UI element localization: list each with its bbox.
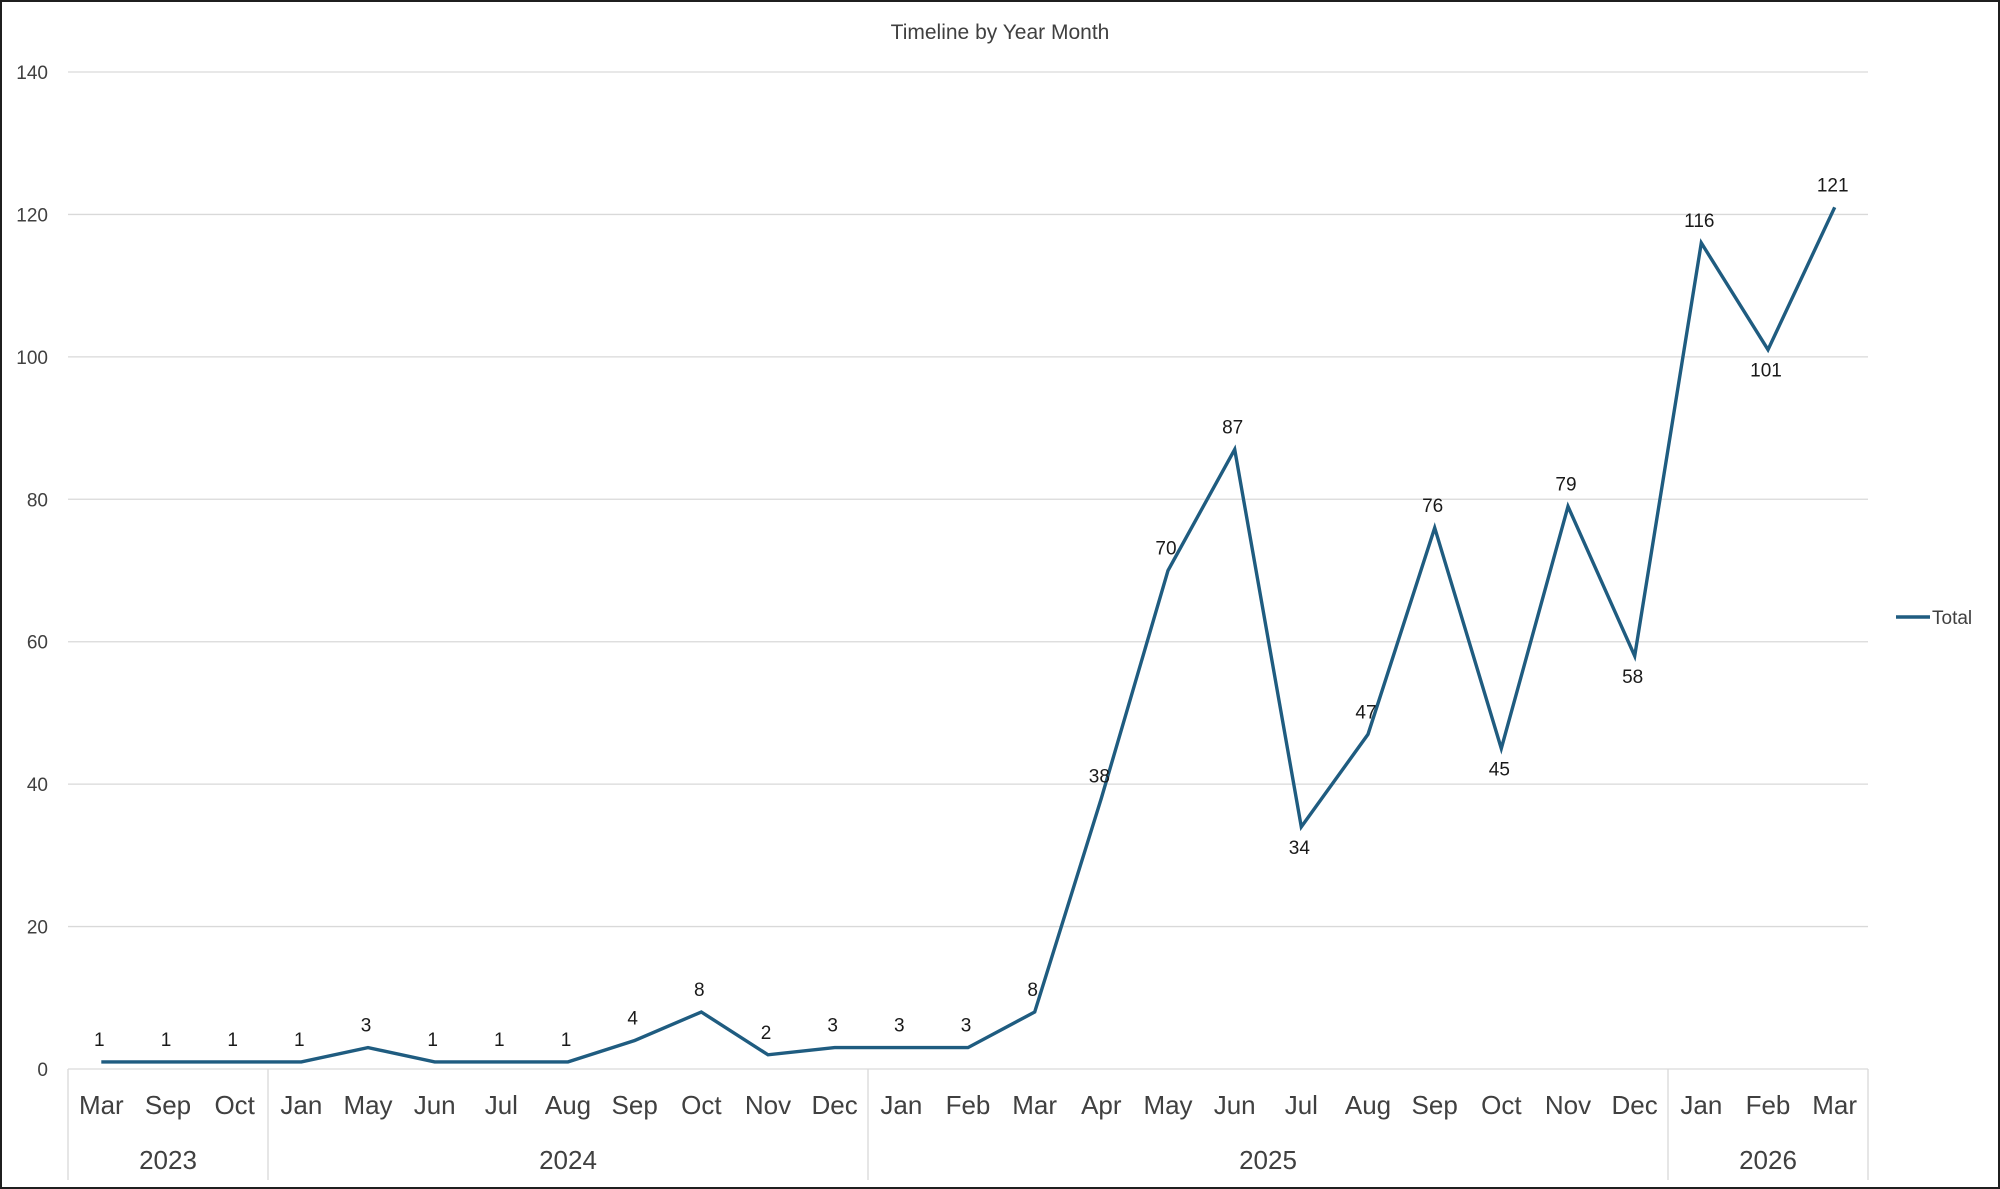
chart-title: Timeline by Year Month xyxy=(891,21,1110,44)
data-label: 3 xyxy=(827,1016,838,1037)
gridlines xyxy=(68,71,1868,1070)
data-label: 1 xyxy=(427,1030,438,1051)
x-tick-label: Jan xyxy=(880,1090,922,1120)
x-tick-label: Sep xyxy=(612,1090,658,1120)
x-year-label: 2025 xyxy=(1239,1145,1297,1175)
data-label: 2 xyxy=(761,1023,772,1044)
x-tick-label: Feb xyxy=(946,1090,991,1120)
x-tick-label: Nov xyxy=(1545,1090,1591,1120)
data-label: 1 xyxy=(294,1030,305,1051)
data-label: 58 xyxy=(1622,667,1643,688)
data-label: 34 xyxy=(1289,838,1311,859)
y-tick-label: 40 xyxy=(27,775,48,796)
data-label: 3 xyxy=(961,1016,972,1037)
x-tick-label: Oct xyxy=(1481,1090,1522,1120)
x-tick-label: May xyxy=(1143,1090,1192,1120)
x-tick-label: Nov xyxy=(745,1090,791,1120)
legend[interactable]: Total xyxy=(1896,608,1972,629)
data-label: 1 xyxy=(227,1030,238,1051)
legend-label-total: Total xyxy=(1932,608,1972,629)
data-label: 4 xyxy=(627,1009,638,1030)
x-tick-label: Dec xyxy=(1612,1090,1658,1120)
x-tick-label: Jan xyxy=(280,1090,322,1120)
x-tick-label: Sep xyxy=(145,1090,191,1120)
x-tick-label: Jun xyxy=(1214,1090,1256,1120)
x-tick-label: Jul xyxy=(485,1090,518,1120)
data-label: 1 xyxy=(494,1030,505,1051)
series-line-total xyxy=(101,206,1837,1064)
data-label: 45 xyxy=(1489,760,1510,781)
x-tick-label: Aug xyxy=(1345,1090,1391,1120)
data-label: 1 xyxy=(561,1030,572,1051)
x-axis: Mar Sep Oct Jan May Jun Jul Aug Sep Oct Nov Dec Jan F… xyxy=(67,1069,1869,1180)
x-tick-label: Oct xyxy=(681,1090,722,1120)
data-label: 79 xyxy=(1555,474,1576,495)
x-tick-label: Mar xyxy=(79,1090,124,1120)
x-tick-label: Jun xyxy=(414,1090,456,1120)
x-tick-label: Oct xyxy=(214,1090,255,1120)
x-year-label: 2024 xyxy=(539,1145,597,1175)
data-label: 76 xyxy=(1422,496,1443,517)
x-tick-label: Feb xyxy=(1746,1090,1791,1120)
x-tick-label: Mar xyxy=(1812,1090,1857,1120)
x-tick-label: Sep xyxy=(1412,1090,1458,1120)
y-tick-label: 0 xyxy=(37,1060,48,1081)
x-tick-label: Jan xyxy=(1680,1090,1722,1120)
data-label: 8 xyxy=(694,980,705,1001)
x-tick-label: Aug xyxy=(545,1090,591,1120)
data-label: 3 xyxy=(894,1016,905,1037)
data-label: 116 xyxy=(1684,211,1714,232)
y-tick-label: 60 xyxy=(27,633,48,654)
y-tick-label: 100 xyxy=(16,348,48,369)
data-label: 38 xyxy=(1089,766,1110,787)
x-year-label: 2026 xyxy=(1739,1145,1797,1175)
x-tick-label: Dec xyxy=(812,1090,858,1120)
y-tick-label: 20 xyxy=(27,918,48,939)
x-tick-label: Jul xyxy=(1285,1090,1318,1120)
data-label: 3 xyxy=(361,1016,372,1037)
data-label: 8 xyxy=(1027,980,1038,1001)
y-tick-label: 120 xyxy=(16,205,48,226)
data-label: 87 xyxy=(1222,417,1243,438)
x-tick-label: May xyxy=(343,1090,392,1120)
y-tick-label: 140 xyxy=(16,63,48,84)
data-label: 121 xyxy=(1817,175,1849,196)
data-label: 47 xyxy=(1355,702,1376,723)
y-tick-label: 80 xyxy=(27,490,48,511)
y-axis-ticks: 0 20 40 60 80 100 120 140 xyxy=(16,63,48,1081)
data-label: 1 xyxy=(161,1030,172,1051)
data-label: 101 xyxy=(1750,361,1782,382)
x-year-label: 2023 xyxy=(139,1145,197,1175)
x-tick-label: Mar xyxy=(1012,1090,1057,1120)
data-label: 1 xyxy=(94,1030,105,1051)
series-total xyxy=(101,206,1837,1064)
x-tick-label: Apr xyxy=(1081,1090,1122,1120)
data-label: 70 xyxy=(1155,539,1176,560)
